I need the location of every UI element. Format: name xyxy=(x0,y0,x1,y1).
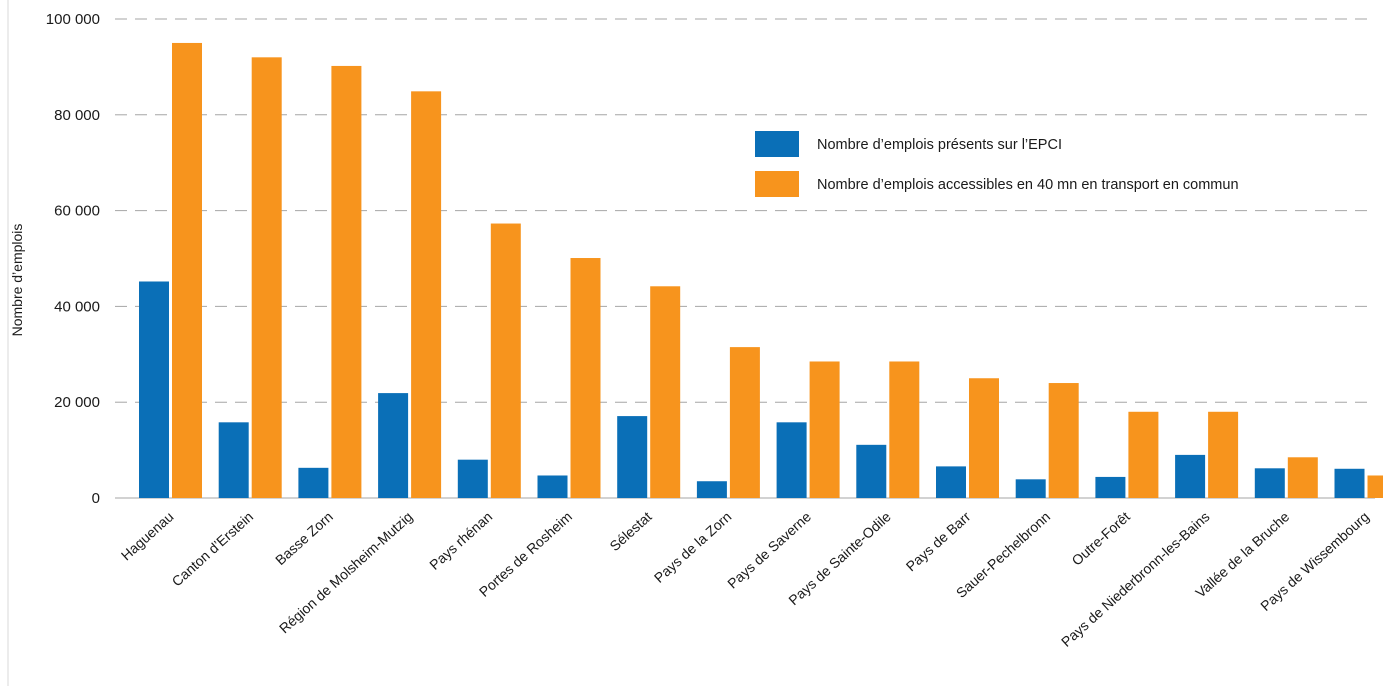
x-tick-label: Région de Molsheim-Mutzig xyxy=(276,508,416,636)
bar-emplois-presents xyxy=(936,466,966,498)
bar-emplois-accessibles xyxy=(1288,457,1318,498)
bar-emplois-presents xyxy=(697,481,727,498)
bar-emplois-accessibles xyxy=(172,43,202,498)
y-tick-label: 40 000 xyxy=(54,298,100,315)
bar-emplois-presents xyxy=(617,416,647,498)
bar-emplois-accessibles xyxy=(889,361,919,498)
bar-emplois-accessibles xyxy=(730,347,760,498)
bars xyxy=(139,43,1383,498)
y-tick-label: 100 000 xyxy=(46,11,100,28)
bar-emplois-presents xyxy=(1175,455,1205,498)
bar-emplois-presents xyxy=(1255,468,1285,498)
bar-emplois-presents xyxy=(298,468,328,498)
legend-label: Nombre d’emplois accessibles en 40 mn en… xyxy=(817,177,1239,193)
bar-emplois-accessibles xyxy=(571,258,601,498)
legend: Nombre d’emplois présents sur l’EPCI Nomb… xyxy=(755,131,1239,197)
bar-emplois-accessibles xyxy=(252,57,282,498)
bar-emplois-presents xyxy=(777,422,807,498)
y-tick-label: 0 xyxy=(92,490,100,507)
x-tick-label: Pays de Saverne xyxy=(724,508,814,591)
x-tick-label: Outre-Forêt xyxy=(1068,508,1133,568)
bar-emplois-accessibles xyxy=(411,91,441,498)
bar-emplois-presents xyxy=(856,445,886,498)
bar-emplois-accessibles xyxy=(1049,383,1079,498)
bar-emplois-presents xyxy=(1095,477,1125,498)
bar-emplois-accessibles xyxy=(1368,475,1383,498)
legend-swatch xyxy=(755,131,799,157)
bar-emplois-accessibles xyxy=(491,224,521,498)
bar-emplois-presents xyxy=(1335,469,1365,498)
bar-emplois-presents xyxy=(538,475,568,498)
x-tick-label: Canton d’Erstein xyxy=(169,508,257,589)
bar-emplois-accessibles xyxy=(1128,412,1158,498)
bar-emplois-presents xyxy=(139,281,169,498)
x-tick-label: Pays de Barr xyxy=(903,508,974,574)
x-tick-label: Pays rhénan xyxy=(426,508,495,572)
bar-emplois-presents xyxy=(458,460,488,498)
x-tick-label: Haguenau xyxy=(118,508,177,563)
bar-emplois-accessibles xyxy=(1208,412,1238,498)
y-tick-label: 20 000 xyxy=(54,394,100,411)
y-axis-title: Nombre d’emplois xyxy=(9,224,25,337)
bar-emplois-accessibles xyxy=(969,378,999,498)
y-tick-label: 60 000 xyxy=(54,203,100,220)
bar-emplois-accessibles xyxy=(331,66,361,498)
bar-emplois-presents xyxy=(219,422,249,498)
legend-swatch xyxy=(755,171,799,197)
bar-emplois-accessibles xyxy=(810,361,840,498)
x-tick-label: Basse Zorn xyxy=(272,508,336,568)
y-tick-labels: 0 20 000 40 000 60 000 80 000 100 000 xyxy=(46,11,100,507)
y-tick-label: 80 000 xyxy=(54,107,100,124)
bar-emplois-presents xyxy=(1016,479,1046,498)
bar-emplois-accessibles xyxy=(650,286,680,498)
x-tick-label: Sélestat xyxy=(606,508,654,554)
legend-label: Nombre d’emplois présents sur l’EPCI xyxy=(817,137,1062,153)
x-tick-label: Pays de Niederbronn-les-Bains xyxy=(1058,508,1213,650)
bar-emplois-presents xyxy=(378,393,408,498)
x-tick-label: Pays de la Zorn xyxy=(651,508,735,586)
